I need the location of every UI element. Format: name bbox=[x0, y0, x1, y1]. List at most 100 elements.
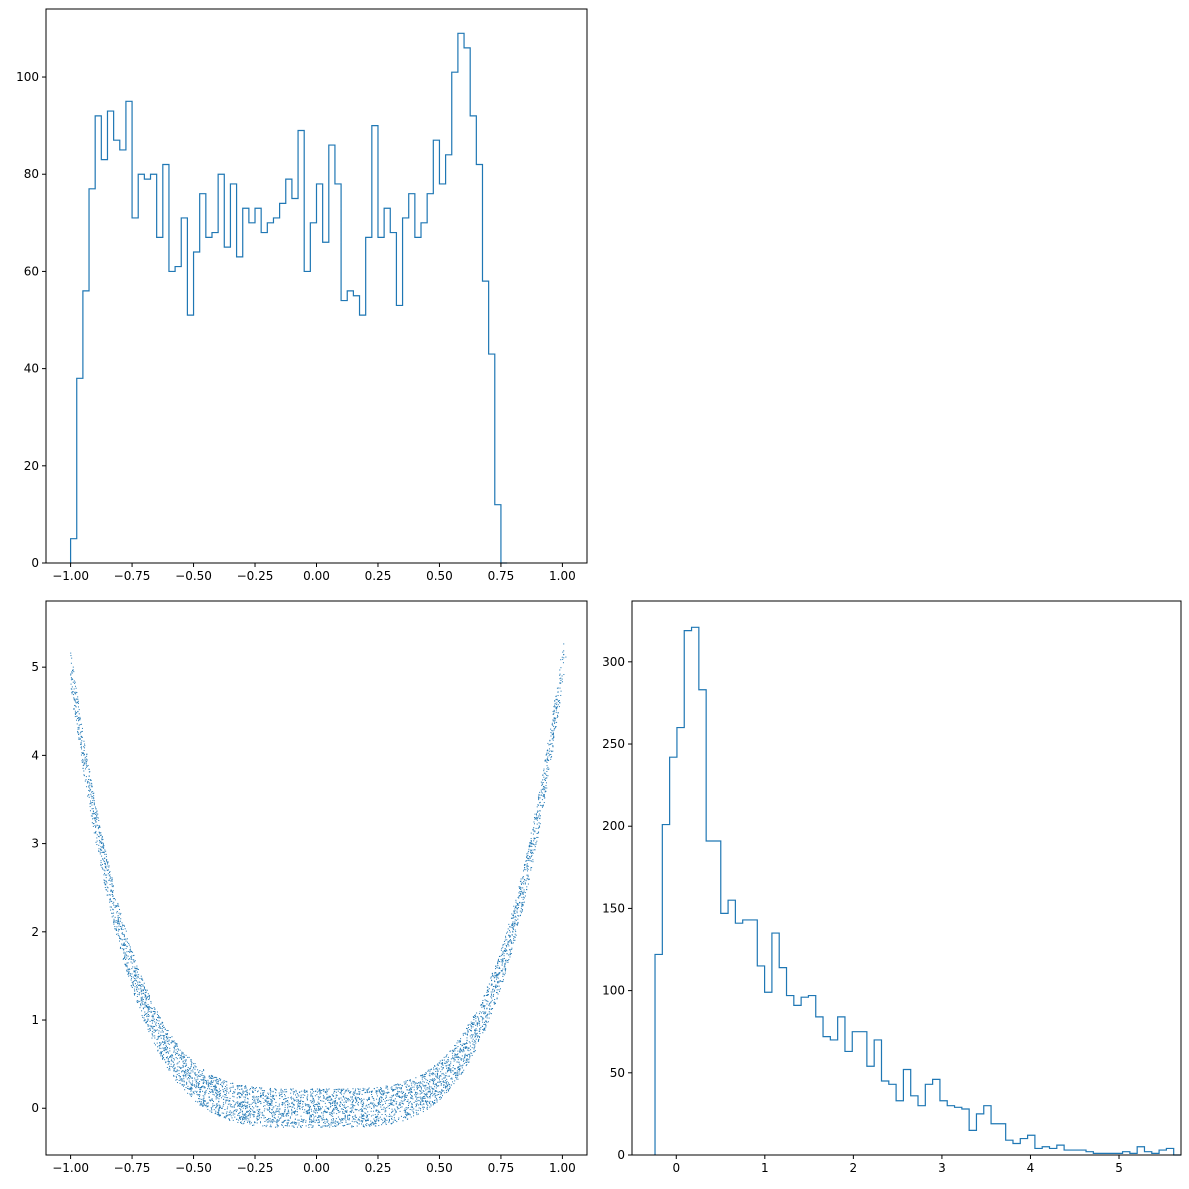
scatter-point bbox=[429, 1097, 431, 1099]
scatter-point bbox=[71, 671, 73, 673]
scatter-point bbox=[229, 1091, 231, 1092]
scatter-point bbox=[166, 1056, 168, 1058]
scatter-point bbox=[147, 1006, 149, 1008]
scatter-point bbox=[219, 1105, 221, 1107]
scatter-point bbox=[272, 1091, 274, 1093]
scatter-point bbox=[252, 1109, 254, 1111]
scatter-point bbox=[404, 1116, 406, 1118]
scatter-point bbox=[201, 1103, 203, 1105]
scatter-point bbox=[517, 903, 519, 905]
scatter-point bbox=[232, 1093, 234, 1095]
scatter-point bbox=[93, 798, 95, 800]
scatter-point bbox=[210, 1081, 212, 1083]
scatter-point bbox=[336, 1113, 338, 1115]
scatter-point bbox=[442, 1062, 444, 1064]
scatter-point bbox=[263, 1115, 265, 1117]
scatter-point bbox=[422, 1085, 424, 1087]
scatter-point bbox=[517, 921, 519, 923]
scatter-point bbox=[173, 1059, 175, 1061]
scatter-point bbox=[497, 961, 499, 963]
scatter-point bbox=[156, 1013, 158, 1015]
scatter-point bbox=[429, 1100, 431, 1102]
scatter-point bbox=[254, 1089, 256, 1091]
scatter-point bbox=[512, 924, 514, 926]
scatter-point bbox=[121, 948, 123, 950]
scatter-point bbox=[520, 887, 522, 889]
scatter-point bbox=[198, 1087, 200, 1089]
scatter-point bbox=[399, 1097, 401, 1098]
scatter-point bbox=[132, 983, 134, 985]
scatter-point bbox=[260, 1096, 262, 1098]
scatter-point bbox=[183, 1070, 185, 1072]
scatter-point bbox=[257, 1115, 259, 1117]
scatter-point bbox=[477, 1040, 479, 1042]
scatter-point bbox=[173, 1040, 175, 1042]
scatter-point bbox=[351, 1120, 353, 1122]
scatter-point bbox=[120, 938, 122, 940]
scatter-point bbox=[472, 1023, 474, 1025]
scatter-point bbox=[175, 1052, 177, 1054]
scatter-point bbox=[514, 919, 516, 921]
scatter-point bbox=[420, 1092, 422, 1094]
scatter-point bbox=[555, 726, 557, 728]
scatter-point bbox=[176, 1044, 178, 1046]
scatter-point bbox=[245, 1087, 247, 1089]
scatter-point bbox=[183, 1085, 184, 1087]
scatter-point bbox=[309, 1117, 311, 1119]
scatter-point bbox=[224, 1094, 226, 1096]
scatter-point bbox=[182, 1057, 184, 1059]
scatter-point bbox=[368, 1087, 370, 1089]
scatter-point bbox=[143, 1008, 145, 1010]
scatter-point bbox=[335, 1099, 337, 1101]
scatter-point bbox=[400, 1091, 402, 1093]
scatter-point bbox=[420, 1087, 422, 1089]
scatter-point bbox=[200, 1101, 202, 1103]
scatter-point bbox=[75, 702, 77, 704]
scatter-point bbox=[217, 1082, 219, 1084]
scatter-point bbox=[256, 1106, 258, 1108]
scatter-point bbox=[473, 1048, 475, 1050]
scatter-point bbox=[102, 846, 104, 848]
scatter-point bbox=[142, 979, 144, 981]
scatter-point bbox=[508, 929, 510, 931]
scatter-point bbox=[160, 1051, 162, 1053]
scatter-point bbox=[435, 1084, 437, 1086]
scatter-point bbox=[527, 852, 529, 854]
scatter-point bbox=[509, 948, 511, 950]
scatter-point bbox=[179, 1077, 181, 1079]
scatter-point bbox=[72, 669, 74, 671]
scatter-point bbox=[250, 1108, 252, 1110]
scatter-point bbox=[544, 797, 546, 799]
scatter-point bbox=[348, 1123, 350, 1125]
scatter-point bbox=[339, 1118, 341, 1120]
scatter-point bbox=[389, 1099, 391, 1101]
scatter-point bbox=[275, 1111, 277, 1113]
scatter-point bbox=[73, 708, 75, 710]
scatter-point bbox=[324, 1125, 326, 1127]
scatter-point bbox=[104, 849, 106, 851]
scatter-point bbox=[163, 1054, 165, 1056]
scatter-point bbox=[236, 1118, 238, 1120]
scatter-point bbox=[555, 698, 557, 700]
scatter-point bbox=[357, 1088, 359, 1090]
scatter-point bbox=[243, 1120, 245, 1122]
scatter-point bbox=[330, 1105, 332, 1107]
scatter-point bbox=[208, 1097, 210, 1099]
scatter-point bbox=[183, 1056, 185, 1058]
scatter-point bbox=[241, 1088, 243, 1090]
scatter-point bbox=[293, 1104, 295, 1106]
scatter-point bbox=[350, 1111, 352, 1113]
scatter-point bbox=[147, 1019, 149, 1021]
scatter-point bbox=[552, 746, 554, 748]
scatter-point bbox=[560, 677, 562, 679]
scatter-point bbox=[488, 1013, 490, 1015]
scatter-point bbox=[363, 1102, 365, 1104]
scatter-point bbox=[235, 1103, 237, 1105]
scatter-point bbox=[485, 1015, 487, 1017]
scatter-point bbox=[141, 1010, 143, 1012]
scatter-point bbox=[154, 1029, 156, 1031]
scatter-point bbox=[233, 1109, 235, 1111]
scatter-point bbox=[232, 1112, 234, 1114]
scatter-point bbox=[88, 785, 90, 787]
